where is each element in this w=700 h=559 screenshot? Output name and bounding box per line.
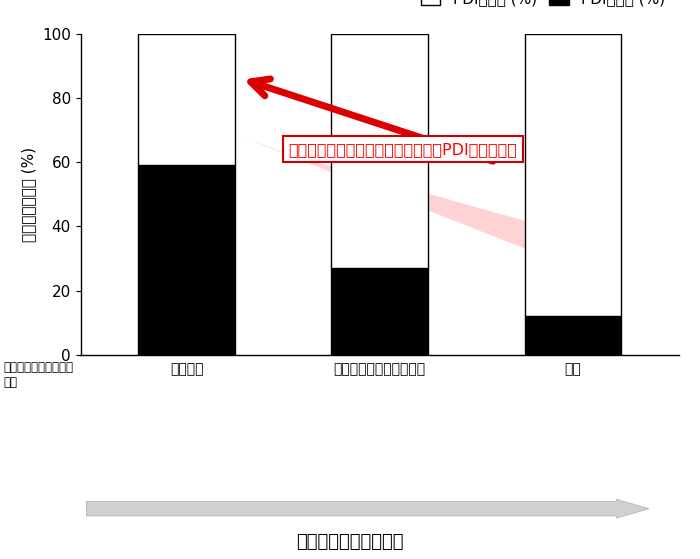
Bar	[332, 268, 428, 355]
Bar	[139, 34, 235, 165]
Bar	[332, 34, 428, 268]
Legend: PDI単量体 (%), PDI二量体 (%): PDI単量体 (%), PDI二量体 (%)	[414, 0, 671, 12]
FancyArrow shape	[87, 499, 649, 518]
Polygon shape	[241, 136, 602, 271]
Bar	[524, 316, 621, 355]
Text: 基質フォールディング: 基質フォールディング	[296, 533, 404, 551]
Text: 基質フォールディング
状態: 基質フォールディング 状態	[4, 361, 74, 389]
Bar	[524, 34, 621, 316]
Y-axis label: 含合状態の割合 (%): 含合状態の割合 (%)	[21, 146, 36, 242]
Text: 基質フォールディング状態に応じたPDIの二量体化: 基質フォールディング状態に応じたPDIの二量体化	[288, 142, 517, 157]
Bar	[139, 165, 235, 355]
